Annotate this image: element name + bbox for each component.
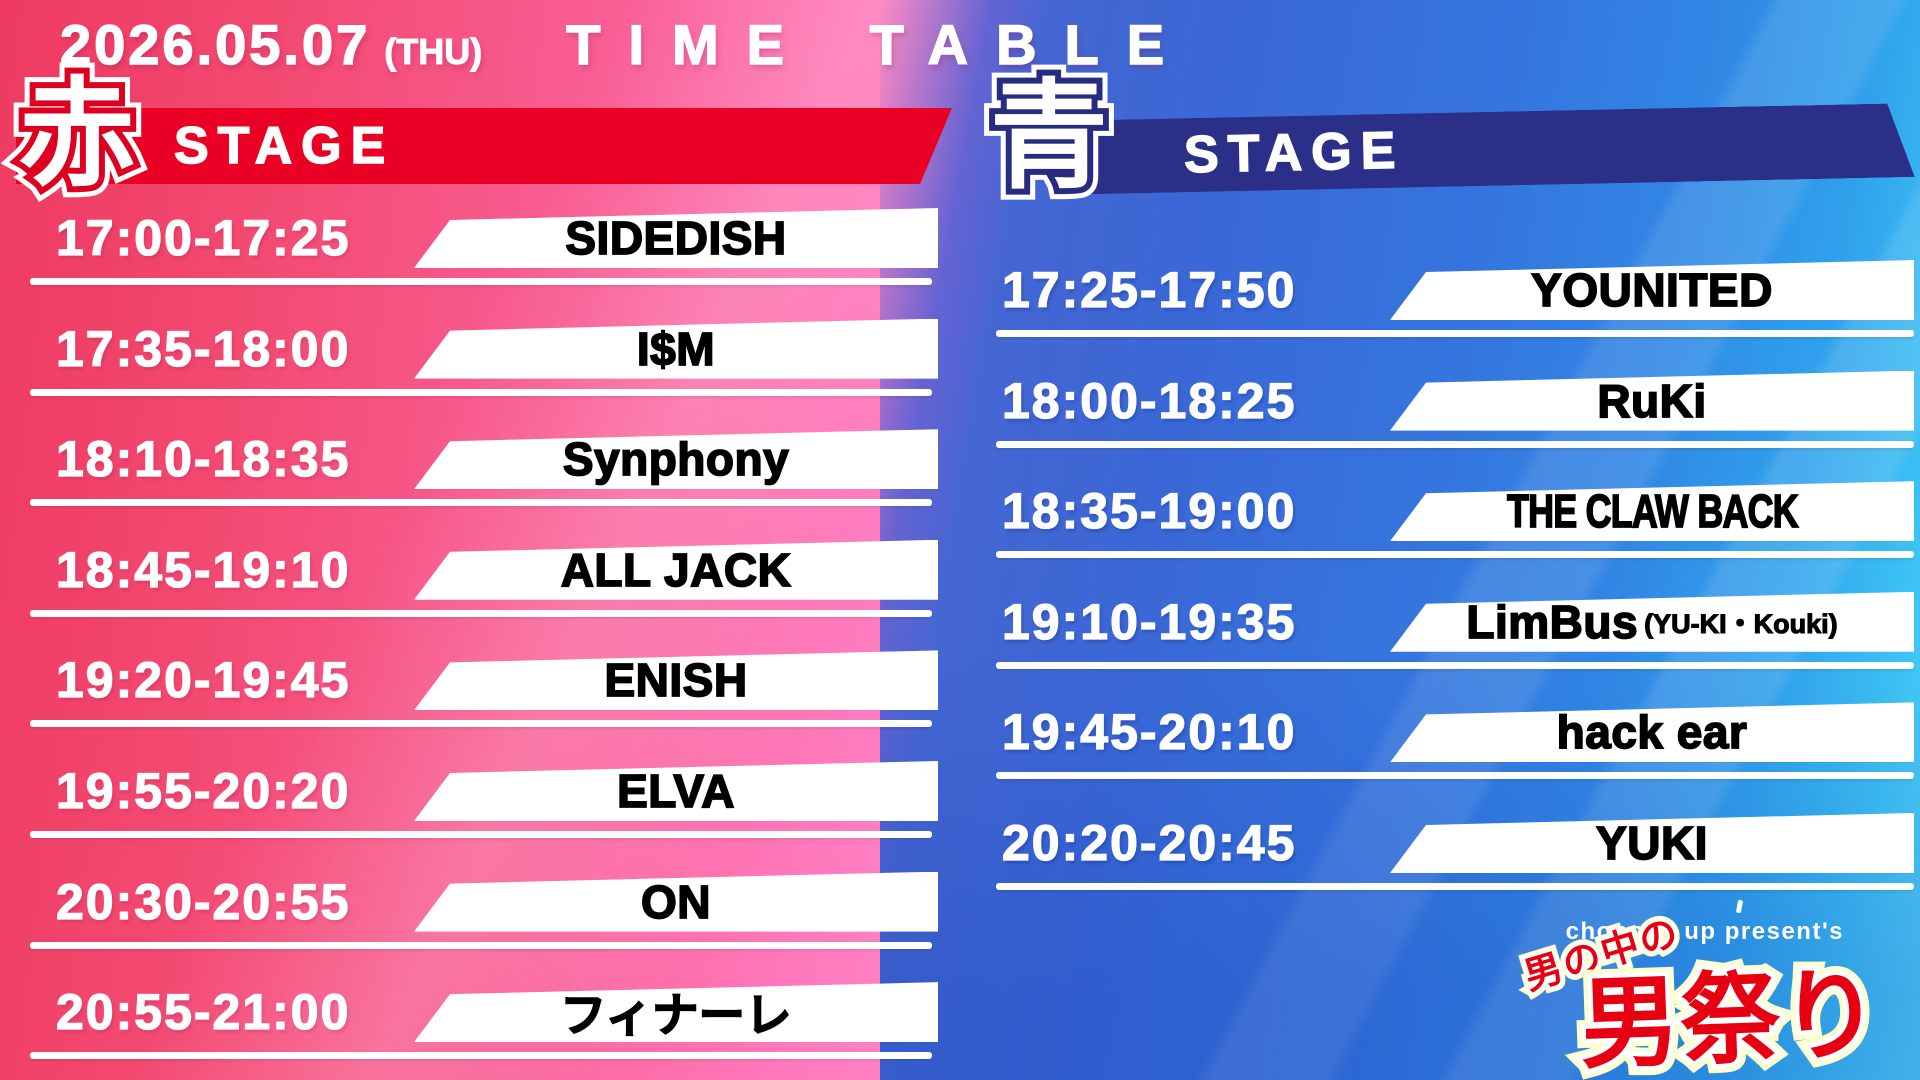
row-underline [30, 941, 932, 949]
row-underline [996, 661, 1914, 669]
artist-name: YOUNITED [1530, 263, 1773, 317]
row-underline [996, 551, 1914, 559]
artist-name: ELVA [616, 764, 735, 818]
timeslot-row: 20:20-20:45 YUKI [988, 812, 1914, 890]
artist-band: LimBus (YU-KI・Kouki) [1390, 591, 1914, 652]
artist-band: ENISH [414, 650, 938, 711]
artist-name: THE CLAW BACK [1506, 484, 1799, 538]
event-logo: chopped up present's 男の中の 男祭り [1422, 899, 1892, 1080]
event-date: 2026.05.07 [59, 12, 371, 77]
artist-name: ON [640, 875, 711, 929]
row-underline [996, 772, 1914, 780]
timeslot-time: 17:00-17:25 [55, 209, 351, 266]
blue-stage-label: STAGE [1183, 121, 1405, 185]
timeslot-time: 17:25-17:50 [1001, 261, 1297, 318]
event-day: (THU) [384, 31, 483, 73]
apostrophe-mark [1735, 899, 1744, 914]
timeslot-row: 18:35-19:00 THE CLAW BACK [988, 481, 1914, 559]
red-stage-kanji: 赤 [18, 76, 136, 194]
logo-title: 男祭り [1578, 959, 1882, 1080]
timeslot-time: 19:55-20:20 [55, 762, 351, 819]
blue-stage-schedule: 17:25-17:50 YOUNITED 18:00-18:25 RuKi 18… [988, 260, 1914, 890]
red-stage-banner: STAGE [16, 108, 952, 184]
artist-name: SIDEDISH [565, 211, 787, 265]
artist-name: ENISH [604, 654, 748, 708]
timeslot-time: 18:45-19:10 [55, 541, 351, 598]
artist-band: YOUNITED [1390, 260, 1914, 320]
timeslot-time: 17:35-18:00 [55, 320, 351, 377]
timeslot-row: 17:00-17:25 SIDEDISH [16, 208, 938, 285]
timeslot-row: 19:10-19:35 LimBus (YU-KI・Kouki) [988, 591, 1914, 669]
artist-name: RuKi [1596, 374, 1707, 428]
timeslot-time: 18:35-19:00 [1001, 483, 1297, 540]
artist-band: ON [414, 871, 938, 932]
artist-name: hack ear [1556, 706, 1748, 760]
row-underline [30, 1052, 932, 1060]
row-underline [30, 278, 932, 285]
timeslot-time: 20:30-20:55 [55, 873, 351, 930]
timeslot-row: 20:55-21:00 フィナーレ [16, 982, 938, 1060]
row-underline [30, 499, 932, 507]
row-underline [996, 882, 1914, 890]
artist-name: フィナーレ [559, 988, 792, 1042]
artist-name: I$M [636, 322, 716, 376]
artist-name: YUKI [1595, 816, 1708, 870]
artist-members: (YU-KI・Kouki) [1644, 609, 1839, 640]
page-title: TIME TABLE [566, 12, 1193, 77]
timeslot-time: 19:45-20:10 [1001, 704, 1297, 761]
timeslot-row: 19:55-20:20 ELVA [16, 760, 938, 838]
timeslot-row: 18:45-19:10 ALL JACK [16, 539, 938, 617]
row-underline [30, 830, 932, 838]
artist-band: ALL JACK [414, 539, 938, 600]
timeslot-time: 18:00-18:25 [1001, 372, 1297, 429]
timeslot-row: 19:45-20:10 hack ear [988, 702, 1914, 780]
row-underline [30, 388, 932, 396]
poster-header: 2026.05.07 (THU) TIME TABLE [59, 12, 1193, 77]
artist-band: THE CLAW BACK [1390, 481, 1914, 542]
artist-band: SIDEDISH [414, 208, 938, 268]
row-underline [30, 720, 932, 728]
timeslot-row: 17:25-17:50 YOUNITED [988, 260, 1914, 337]
timeslot-row: 18:10-18:35 Synphony [16, 429, 938, 507]
artist-band: hack ear [1390, 702, 1914, 763]
timeslot-row: 20:30-20:55 ON [16, 871, 938, 949]
artist-band: I$M [414, 318, 938, 379]
row-underline [996, 330, 1914, 337]
red-stage-label: STAGE [174, 117, 395, 175]
timeslot-time: 20:55-21:00 [55, 984, 351, 1041]
timeslot-time: 20:20-20:45 [1001, 814, 1297, 871]
timeslot-row: 18:00-18:25 RuKi [988, 370, 1914, 448]
artist-name: ALL JACK [560, 543, 792, 597]
artist-name: Synphony [562, 432, 790, 486]
row-underline [30, 609, 932, 617]
timeslot-time: 19:10-19:35 [1001, 593, 1297, 650]
artist-band: RuKi [1390, 370, 1914, 431]
row-underline [996, 440, 1914, 448]
blue-stage-kanji: 青 [990, 78, 1108, 196]
timeslot-row: 17:35-18:00 I$M [16, 318, 938, 396]
artist-band: フィナーレ [414, 982, 938, 1043]
timeslot-time: 19:20-19:45 [55, 652, 351, 709]
red-stage-schedule: 17:00-17:25 SIDEDISH 17:35-18:00 I$M 18:… [16, 208, 938, 1060]
timeslot-time: 18:10-18:35 [55, 431, 351, 488]
artist-name: LimBus [1466, 595, 1639, 649]
artist-band: Synphony [414, 429, 938, 490]
timeslot-row: 19:20-19:45 ENISH [16, 650, 938, 728]
artist-band: ELVA [414, 760, 938, 821]
artist-band: YUKI [1390, 812, 1914, 873]
